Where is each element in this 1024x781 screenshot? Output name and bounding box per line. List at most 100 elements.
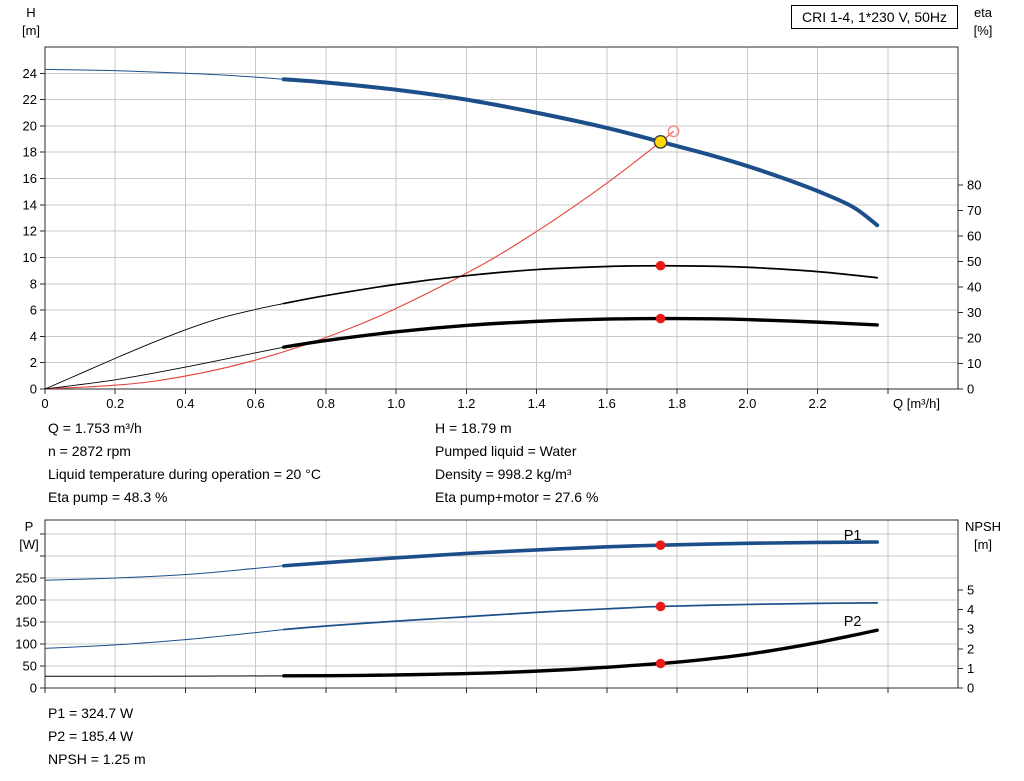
system-curve-end-marker [667,125,680,138]
qh-x-tick-label: 0 [41,396,48,411]
eta-pump-curve [282,264,879,305]
qh-yright-tick-label: 20 [967,330,981,345]
eta-pump-motor-point-marker [655,313,666,324]
liquid-temperature-value: Liquid temperature during operation = 20… [48,466,321,482]
power-yright-tick-label: 3 [967,622,974,637]
power-yleft-tick-label: 200 [15,593,37,608]
pump-model-label: CRI 1-4, 1*230 V, 50Hz [801,9,947,25]
power-chart: 0 50 100 150 200 250 0 1 2 3 4 5 P [W] NPSH [m] P1 P2 [15,519,1001,696]
power-yleft-tick-label: 150 [15,615,37,630]
flow-value: Q = 1.753 m³/h [48,420,142,436]
head-curve-lead-in [44,68,284,80]
qh-yright-tick-label: 10 [967,356,981,371]
density-value: Density = 998.2 kg/m³ [435,466,572,482]
p2-value: P2 = 185.4 W [48,728,134,744]
qh-yleft-tick-label: 22 [23,92,37,107]
qh-yleft-tick-label: 2 [30,355,37,370]
qh-yleft-tick-label: 10 [23,250,37,265]
qh-yleft-axis-title: H [26,5,35,20]
qh-grid [45,47,958,389]
power-tick-labels: 0 50 100 150 200 250 0 1 2 3 4 5 P [W] NPSH [m] [15,519,1001,696]
qh-yleft-tick-label: 14 [23,197,37,212]
qh-tick-marks [40,72,963,394]
qh-x-tick-label: 0.6 [247,396,265,411]
power-tick-marks [40,533,963,693]
qh-x-axis-label: Q [m³/h] [893,396,940,411]
pumped-liquid-value: Pumped liquid = Water [435,443,577,459]
power-grid [45,520,958,688]
p2-curve-lead-in [44,629,284,649]
qh-yleft-tick-label: 4 [30,329,37,344]
operating-data-left-column: Q = 1.753 m³/h n = 2872 rpm Liquid tempe… [48,417,321,509]
qh-yright-tick-label: 40 [967,279,981,294]
qh-x-tick-label: 2.0 [738,396,756,411]
eta-pump-value: Eta pump = 48.3 % [48,489,168,505]
power-yleft-axis-title: [W] [19,537,39,552]
qh-x-tick-label: 1.4 [528,396,546,411]
speed-value: n = 2872 rpm [48,443,131,459]
duty-point-marker [653,134,668,149]
qh-yright-tick-label: 70 [967,203,981,218]
qh-yright-tick-label: 50 [967,254,981,269]
power-yright-tick-label: 4 [967,602,974,617]
power-yright-tick-label: 5 [967,582,974,597]
qh-yright-axis-title: eta [974,5,993,20]
power-data-column: P1 = 324.7 W P2 = 185.4 W NPSH = 1.25 m [48,702,146,771]
p2-label: P2 [844,614,862,630]
npsh-value: NPSH = 1.25 m [48,751,146,767]
qh-yleft-tick-label: 12 [23,224,37,239]
p1-value: P1 = 324.7 W [48,705,134,721]
qh-yright-tick-label: 30 [967,305,981,320]
power-yleft-tick-label: 250 [15,571,37,586]
operating-data-right-column: H = 18.79 m Pumped liquid = Water Densit… [435,417,598,509]
head-value: H = 18.79 m [435,420,512,436]
qh-yleft-tick-label: 20 [23,118,37,133]
power-yright-tick-label: 0 [967,681,974,696]
p1-point-marker [655,540,666,550]
power-yleft-axis-title: P [25,519,34,534]
qh-yleft-tick-label: 16 [23,171,37,186]
qh-yright-axis-title: [%] [974,23,993,38]
power-yleft-tick-label: 50 [23,659,37,674]
qh-yleft-tick-label: 6 [30,303,37,318]
power-yleft-tick-label: 0 [30,681,37,696]
system-curve [44,130,674,390]
qh-x-tick-label: 1.2 [457,396,475,411]
power-yright-tick-label: 1 [967,661,974,676]
npsh-point-marker [655,658,666,669]
power-plot-frame [44,519,959,689]
qh-x-tick-label: 1.0 [387,396,405,411]
qh-yleft-tick-label: 24 [23,66,37,81]
eta-pump-point-marker [655,260,666,271]
eta-pump-motor-curve-lead-in [44,346,284,390]
p2-curve [282,602,879,631]
power-yright-axis-title: [m] [974,537,992,552]
qh-x-tick-label: 0.8 [317,396,335,411]
qh-yleft-axis-title: [m] [22,23,40,38]
p1-curve-lead-in [44,565,284,581]
qh-x-tick-label: 2.2 [808,396,826,411]
power-yright-axis-title: NPSH [965,519,1001,534]
p1-label: P1 [844,528,862,544]
qh-yright-tick-label: 60 [967,228,981,243]
npsh-curve [282,628,879,678]
eta-pump-motor-curve [282,316,879,349]
qh-x-tick-label: 0.4 [176,396,194,411]
power-yright-tick-label: 2 [967,641,974,656]
p2-point-marker [655,601,666,612]
qh-yleft-tick-label: 18 [23,145,37,160]
eta-pump-curve-lead-in [44,303,284,390]
power-yleft-tick-label: 100 [15,637,37,652]
p1-curve [281,540,880,568]
qh-x-tick-label: 0.2 [106,396,124,411]
qh-x-tick-label: 1.8 [668,396,686,411]
eta-pump-motor-value: Eta pump+motor = 27.6 % [435,489,599,505]
qh-yright-tick-label: 80 [967,177,981,192]
qh-x-tick-label: 1.6 [598,396,616,411]
qh-yleft-tick-label: 8 [30,276,37,291]
pump-model-box: CRI 1-4, 1*230 V, 50Hz [790,5,958,29]
